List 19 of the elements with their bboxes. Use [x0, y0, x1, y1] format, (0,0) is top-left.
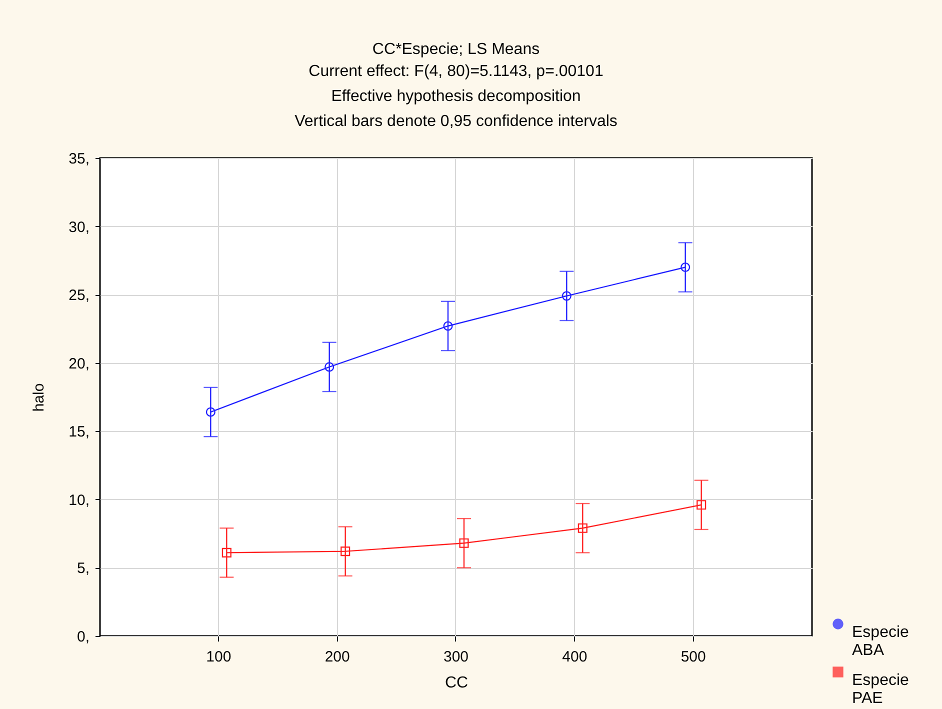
- y-tick-label: 25,: [68, 287, 90, 304]
- x-tick-label: 300: [443, 648, 469, 666]
- y-tick-label: 20,: [68, 355, 90, 372]
- y-axis-title: halo: [30, 383, 48, 412]
- y-tick-label: 35,: [68, 150, 90, 168]
- y-tick-label: 0,: [76, 628, 90, 646]
- y-tick-label: 30,: [68, 218, 90, 236]
- legend-label: Especie ABA: [852, 624, 910, 659]
- y-tick-label: 5,: [76, 560, 90, 578]
- x-tick-label: 400: [562, 648, 588, 666]
- x-tick-label: 200: [324, 648, 350, 666]
- x-tick-label: 500: [680, 648, 706, 666]
- y-tick-label: 15,: [68, 424, 90, 441]
- x-tick-label: 100: [206, 648, 232, 666]
- chart-subtitle: Current effect: F(4, 80)=5.1143, p=.00101 Effective hypothesis decomposition Vertical bars denote 0,95 confidence intervals: [294, 63, 618, 130]
- legend-label: Especie PAE: [852, 672, 910, 707]
- y-tick-label: 10,: [68, 492, 90, 509]
- chart-title: CC*Especie; LS Means: [372, 41, 540, 58]
- x-axis-title: CC: [444, 674, 468, 692]
